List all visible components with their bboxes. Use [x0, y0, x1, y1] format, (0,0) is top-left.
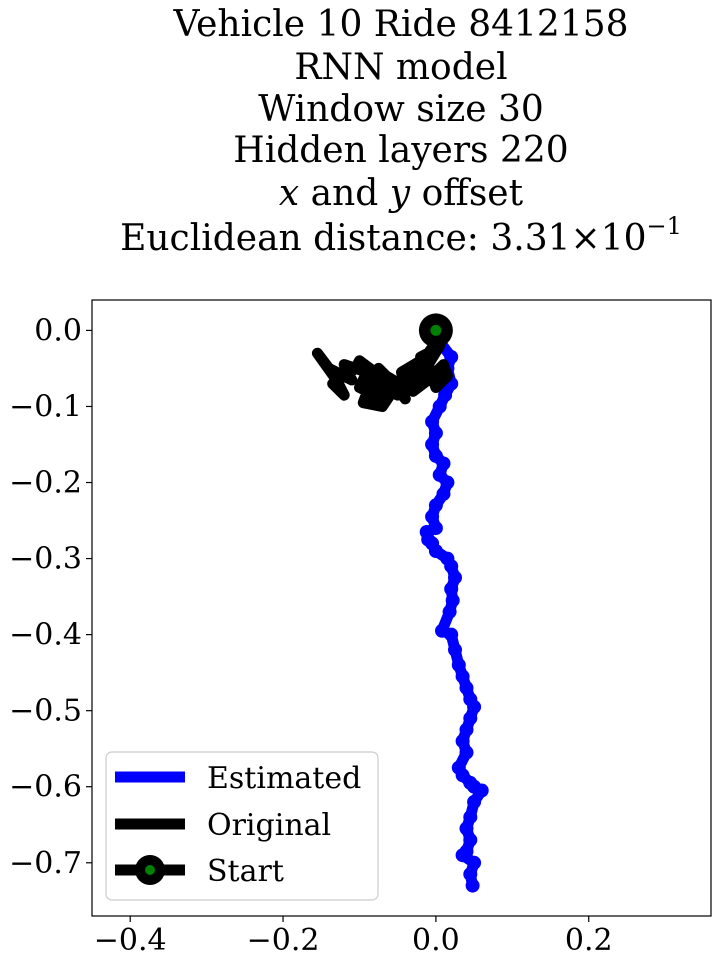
series-estimated-point [440, 475, 455, 490]
title-line-5: x and y offset [279, 173, 524, 214]
plot-area [311, 313, 489, 893]
series-estimated-point [463, 867, 478, 882]
title-line-4: Hidden layers 220 [233, 130, 568, 171]
series-estimated-point [455, 848, 470, 863]
series-estimated-point [463, 711, 478, 726]
series-estimated-point [444, 627, 459, 642]
x-tick-label: −0.4 [94, 923, 167, 958]
title-distance-base: 10 [601, 218, 647, 259]
legend: Estimated Original Start [105, 751, 379, 901]
title-distance-mantissa: 3.31 [490, 218, 570, 259]
series-estimated-point [451, 658, 466, 672]
series-estimated-point [436, 486, 451, 501]
series-estimated-point [425, 509, 440, 524]
title-distance-prefix: Euclidean distance: [120, 218, 490, 259]
title-offset-and: and [299, 173, 390, 214]
y-tick-label: −0.3 [9, 542, 82, 577]
series-estimated-point [455, 669, 470, 684]
series-estimated-point [428, 544, 443, 558]
y-tick-label: 0.0 [34, 313, 82, 348]
series-estimated-point [465, 878, 480, 893]
series-estimated-point [463, 833, 478, 847]
title-distance-times: × [571, 218, 601, 259]
x-tick-label: 0.2 [565, 923, 613, 958]
series-estimated-point [459, 722, 474, 737]
y-tick-label: −0.4 [9, 618, 82, 653]
series-estimated-point [444, 582, 459, 596]
y-tick-label: −0.7 [9, 846, 82, 881]
series-estimated-point [438, 388, 453, 403]
series-estimated-point [455, 734, 470, 749]
title-line-3: Window size 30 [258, 89, 544, 130]
series-original-line [311, 324, 453, 412]
title-offset-suffix: offset [410, 173, 523, 214]
series-estimated-point [448, 642, 462, 657]
legend-estimated-label: Estimated [207, 761, 361, 796]
series-estimated-point [467, 794, 482, 809]
series-estimated-point [436, 456, 451, 471]
series-estimated-point [444, 350, 459, 364]
series-estimated-point [459, 745, 474, 760]
series-estimated-point [444, 559, 459, 574]
series-estimated-point [467, 699, 482, 714]
title-line-2: RNN model [294, 47, 507, 88]
series-estimated-point [459, 680, 474, 695]
legend-start-marker-inner [145, 865, 155, 875]
x-tick-label: −0.2 [247, 923, 320, 958]
y-tick-label: −0.2 [9, 466, 82, 501]
title-line-6: Euclidean distance: 3.31×10−1 [120, 212, 682, 259]
title-offset-y: y [388, 173, 411, 214]
series-estimated-point [442, 604, 457, 619]
series-estimated-point [428, 426, 443, 441]
series-estimated-point [474, 783, 489, 798]
series-estimated-point [428, 498, 443, 513]
x-tick-label: 0.0 [412, 923, 460, 958]
axes-frame [91, 299, 712, 917]
series-estimated-point [425, 414, 440, 429]
series-estimated-point [448, 570, 462, 585]
legend-box [105, 751, 379, 901]
series-estimated-point [463, 810, 478, 825]
series-estimated-point [432, 399, 447, 414]
series-estimated-point [467, 855, 482, 870]
start-marker-inner [430, 324, 442, 336]
y-tick-label: −0.6 [9, 770, 82, 805]
tick-layer: −0.4 −0.2 0.0 0.2 0.0 −0.1 −0.2 −0.3 −0.4 −0.5 −0.… [9, 313, 612, 958]
series-estimated-point [459, 821, 474, 836]
series-estimated-point [445, 593, 460, 608]
chart-title: Vehicle 10 Ride 8412158 RNN model Window… [120, 4, 682, 259]
title-line-1: Vehicle 10 Ride 8412158 [172, 4, 628, 45]
title-offset-x: x [279, 173, 299, 214]
legend-start-label: Start [207, 854, 284, 889]
series-estimated-point [425, 437, 440, 452]
legend-original-label: Original [207, 808, 331, 843]
title-distance-exponent: −1 [647, 212, 682, 240]
y-tick-label: −0.5 [9, 694, 82, 729]
y-tick-label: −0.1 [9, 389, 82, 424]
